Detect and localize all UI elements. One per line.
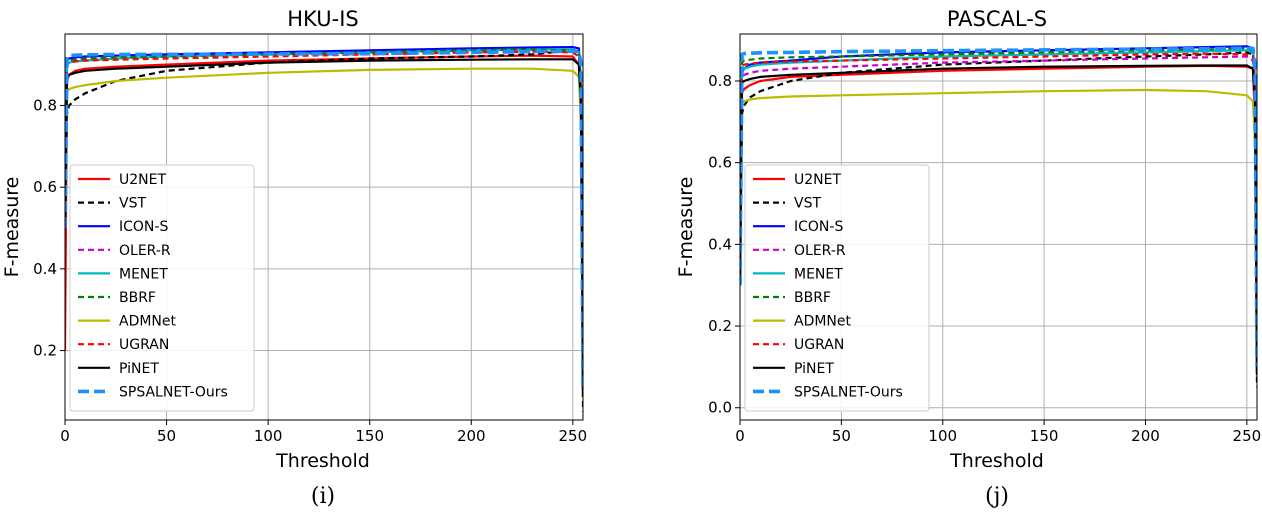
- series-line-vst: [740, 51, 1257, 388]
- y-tick-label: 0.0: [708, 399, 732, 417]
- series-line-bbrf: [65, 48, 583, 392]
- x-tick-label: 250: [559, 427, 588, 445]
- series-lines: [740, 45, 1257, 388]
- x-ticks: 0 50 100 150 200 250: [60, 420, 587, 445]
- series-line-spsalnet-ours: [65, 49, 583, 392]
- series-line-ugran: [740, 52, 1257, 367]
- legend-label: ADMNet: [794, 314, 852, 330]
- legend-label: ADMNet: [119, 314, 177, 330]
- y-tick-label: 0.6: [33, 178, 57, 196]
- plot-frame: [64, 33, 584, 421]
- x-tick-label: 150: [355, 427, 384, 445]
- legend-label: U2NET: [119, 172, 166, 188]
- legend-label: SPSALNET-Ours: [119, 384, 228, 400]
- legend-label: VST: [794, 196, 821, 212]
- y-tick-label: 0.8: [33, 96, 57, 114]
- legend: U2NET VST ICON-S OLER-R MENET BBRF ADMNet UGRAN…: [69, 164, 255, 412]
- legend-box: [69, 164, 255, 412]
- legend-label: MENET: [794, 266, 843, 282]
- x-tick-label: 0: [735, 427, 745, 445]
- y-tick-label: 0.6: [708, 154, 732, 172]
- y-tick-label: 0.8: [708, 72, 732, 90]
- legend-label: MENET: [119, 266, 168, 282]
- y-ticks: 0.2 0.4 0.6 0.8: [33, 96, 65, 360]
- series-line-pinet: [740, 64, 1257, 376]
- series-line-admnet: [740, 88, 1257, 376]
- series-line-menet: [740, 49, 1257, 367]
- series-line-spsalnet-ours: [740, 46, 1257, 367]
- subfigure-caption: (i): [311, 484, 335, 509]
- series-line-ugran: [65, 50, 583, 392]
- series-line-pinet: [65, 58, 583, 392]
- legend-label: BBRF: [119, 290, 156, 306]
- x-tick-label: 0: [60, 427, 70, 445]
- x-tick-label: 50: [157, 427, 176, 445]
- y-tick-label: 0.4: [33, 260, 57, 278]
- legend-label: ICON-S: [794, 219, 843, 235]
- x-tick-label: 200: [1131, 427, 1160, 445]
- chart-title: HKU-IS: [287, 7, 358, 31]
- x-tick-label: 100: [928, 427, 957, 445]
- y-tick-label: 0.2: [708, 317, 732, 335]
- legend-label: VST: [119, 196, 146, 212]
- legend-label: UGRAN: [794, 337, 844, 353]
- x-axis-label: Threshold: [275, 450, 370, 472]
- legend-label: OLER-R: [794, 243, 846, 259]
- series-lines: [65, 45, 583, 412]
- x-tick-label: 200: [457, 427, 486, 445]
- x-tick-label: 100: [254, 427, 283, 445]
- chart-title: PASCAL-S: [947, 7, 1047, 31]
- chart-panel-pascal-s: PASCAL-S 0 50 100 150 200 250 0.0 0.2 0.4 0.6 0.8…: [675, 7, 1261, 509]
- legend-label: PiNET: [119, 361, 159, 377]
- legend-label: ICON-S: [119, 219, 168, 235]
- legend-box: [744, 164, 930, 412]
- y-tick-label: 0.2: [33, 342, 57, 360]
- x-tick-label: 50: [832, 427, 851, 445]
- x-tick-label: 150: [1030, 427, 1059, 445]
- legend-label: BBRF: [794, 290, 831, 306]
- y-axis-label: F-measure: [1, 177, 23, 278]
- legend-label: PiNET: [794, 361, 834, 377]
- x-tick-label: 250: [1233, 427, 1262, 445]
- y-ticks: 0.0 0.2 0.4 0.6 0.8: [708, 72, 740, 417]
- legend-label: OLER-R: [119, 243, 171, 259]
- series-line-oler-r: [740, 55, 1257, 367]
- series-line-admnet: [65, 67, 583, 392]
- x-axis-label: Threshold: [949, 450, 1044, 472]
- x-ticks: 0 50 100 150 200 250: [735, 420, 1261, 445]
- plot-frame: [739, 33, 1258, 421]
- legend-label: U2NET: [794, 172, 841, 188]
- y-axis-label: F-measure: [675, 177, 697, 278]
- legend-label: UGRAN: [119, 337, 169, 353]
- chart-panel-hku-is: HKU-IS 0 50 100 150 200 250 0.2 0.4 0.6 0.8 Thre…: [1, 7, 587, 509]
- legend: U2NET VST ICON-S OLER-R MENET BBRF ADMNet UGRAN…: [744, 164, 930, 412]
- series-line-vst: [65, 49, 583, 412]
- y-tick-label: 0.4: [708, 235, 732, 253]
- legend-label: SPSALNET-Ours: [794, 384, 903, 400]
- subfigure-caption: (j): [985, 484, 1009, 509]
